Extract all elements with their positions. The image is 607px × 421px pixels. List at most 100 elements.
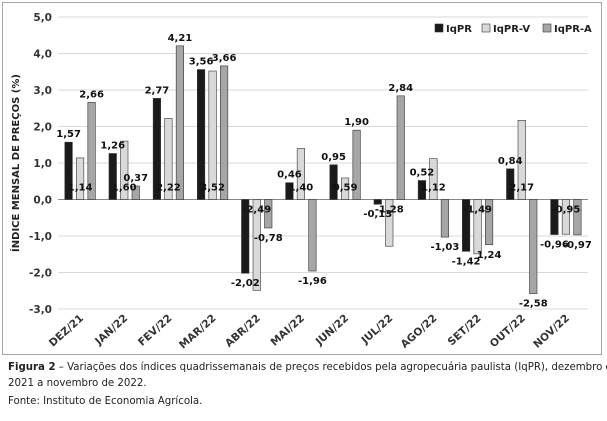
- y-tick-label: 2,0: [33, 122, 52, 134]
- x-tick-label: MAR/22: [177, 312, 219, 351]
- data-label: -2,49: [242, 205, 271, 216]
- bar-iqpr: [506, 168, 515, 200]
- bar-iqpr-v: [341, 177, 350, 200]
- bar-iqpr: [197, 69, 206, 200]
- data-label: -0,78: [254, 233, 283, 244]
- x-tick-label: ABR/22: [223, 312, 263, 349]
- data-label: 1,12: [421, 183, 446, 194]
- y-tick-label: -1,0: [29, 231, 52, 243]
- data-label: 1,14: [68, 183, 93, 194]
- bar-chart: 5,0 4,0 3,0 2,0 1,0 0,0 -1,0 -2,0 -3,0 ÍNDICE MEN…: [9, 12, 592, 351]
- x-tick-label: NOV/22: [531, 312, 572, 350]
- bar-iqpr: [64, 141, 73, 200]
- bar-iqpr: [417, 180, 426, 200]
- x-tick-label: JAN/22: [92, 312, 130, 348]
- bar-iqpr-a: [131, 185, 140, 200]
- bar-iqpr-a: [87, 102, 96, 200]
- y-tick-label: 3,0: [33, 85, 52, 97]
- bar-iqpr: [241, 199, 250, 274]
- data-label: 0,37: [123, 173, 148, 184]
- figure-caption-line1: Figura 2 – Variações dos índices quadris…: [8, 362, 607, 373]
- data-label: 1,57: [56, 129, 81, 140]
- data-label: -1,28: [375, 205, 404, 216]
- legend-entry: IqPR: [446, 24, 472, 35]
- x-tick-label: JUN/22: [313, 312, 351, 348]
- x-tick-label: JUL/22: [359, 312, 396, 347]
- bar-iqpr-a: [440, 199, 449, 238]
- data-label: 2,22: [156, 183, 181, 194]
- bar-iqpr: [285, 182, 294, 200]
- data-label: 3,66: [212, 53, 237, 64]
- data-label: 0,46: [277, 170, 302, 181]
- bar-iqpr-a: [396, 95, 405, 200]
- figure-caption-text: – Variações dos índices quadrissemanais …: [55, 362, 607, 373]
- bar-iqpr-v: [76, 157, 85, 200]
- x-tick-label: SET/22: [446, 312, 484, 348]
- legend-swatch: [434, 23, 444, 33]
- figure-label: Figura 2: [8, 362, 56, 373]
- data-label: 1,90: [344, 117, 369, 128]
- bar-iqpr-a: [220, 65, 229, 200]
- data-label: 0,95: [321, 152, 346, 163]
- figure-source: Fonte: Instituto de Economia Agrícola.: [8, 396, 203, 407]
- bar-iqpr-v: [252, 199, 261, 291]
- data-label: 3,52: [200, 183, 225, 194]
- bar-iqpr: [108, 153, 117, 200]
- data-label: 2,17: [509, 183, 534, 194]
- y-tick-label: -3,0: [29, 304, 52, 316]
- chart-frame: 5,0 4,0 3,0 2,0 1,0 0,0 -1,0 -2,0 -3,0 ÍNDICE MEN…: [2, 2, 602, 355]
- bar-iqpr: [462, 199, 471, 252]
- data-label: -1,49: [463, 205, 492, 216]
- x-tick-label: DEZ/21: [47, 312, 86, 349]
- bar-iqpr: [152, 98, 161, 200]
- data-label: 1,26: [100, 141, 125, 152]
- bar-iqpr-a: [264, 199, 273, 229]
- bar-iqpr-a: [485, 199, 494, 246]
- bar-iqpr-a: [352, 129, 361, 200]
- bar-iqpr-v: [296, 148, 305, 200]
- bar-iqpr-a: [175, 45, 184, 200]
- bar-iqpr: [329, 164, 338, 200]
- y-tick-label: 1,0: [33, 158, 52, 170]
- bar-iqpr-v: [120, 140, 129, 200]
- legend-swatch: [542, 23, 552, 33]
- legend-swatch: [481, 23, 491, 33]
- data-label: 0,52: [410, 168, 435, 179]
- data-label: 1,40: [289, 183, 314, 194]
- x-tick-label: MAI/22: [268, 312, 306, 348]
- data-label: 3,56: [189, 57, 214, 68]
- bar-iqpr-v: [385, 199, 394, 247]
- data-label: 2,66: [79, 89, 104, 100]
- bar-iqpr-v: [208, 70, 217, 200]
- bar-iqpr-a: [573, 199, 582, 236]
- bar-iqpr-a: [308, 199, 317, 272]
- bar-iqpr: [373, 199, 382, 205]
- figure-caption-line2: 2021 a novembro de 2022.: [8, 378, 147, 389]
- data-label: -1,42: [452, 256, 481, 267]
- x-tick-label: AGO/22: [399, 312, 440, 350]
- bar-iqpr-v: [517, 119, 526, 200]
- data-label: -0,95: [552, 205, 581, 216]
- data-label: 0,84: [498, 156, 523, 167]
- data-label: -2,58: [519, 299, 548, 310]
- bar-iqpr-v: [429, 158, 438, 200]
- data-label: 0,59: [333, 183, 358, 194]
- bar-iqpr-v: [164, 118, 173, 200]
- y-axis-title: ÍNDICE MENSAL DE PREÇOS (%): [9, 74, 22, 252]
- y-tick-label: 4,0: [33, 49, 52, 61]
- data-label: -0,96: [540, 240, 569, 251]
- legend-entry: IqPR-V: [493, 24, 530, 35]
- data-label: 1,24: [477, 250, 502, 261]
- data-label: -0,97: [563, 240, 592, 251]
- y-tick-label: -2,0: [29, 268, 52, 280]
- y-tick-label: 0,0: [33, 195, 52, 207]
- bar-iqpr-a: [529, 199, 538, 294]
- data-label: 2,84: [388, 83, 413, 94]
- x-tick-label: FEV/22: [136, 312, 174, 348]
- data-label: 4,21: [168, 33, 193, 44]
- data-label: 1,60: [112, 183, 137, 194]
- data-label: -1,96: [298, 276, 327, 287]
- x-tick-label: OUT/22: [488, 312, 528, 350]
- data-label: -1,03: [431, 242, 460, 253]
- data-label: -2,02: [231, 278, 260, 289]
